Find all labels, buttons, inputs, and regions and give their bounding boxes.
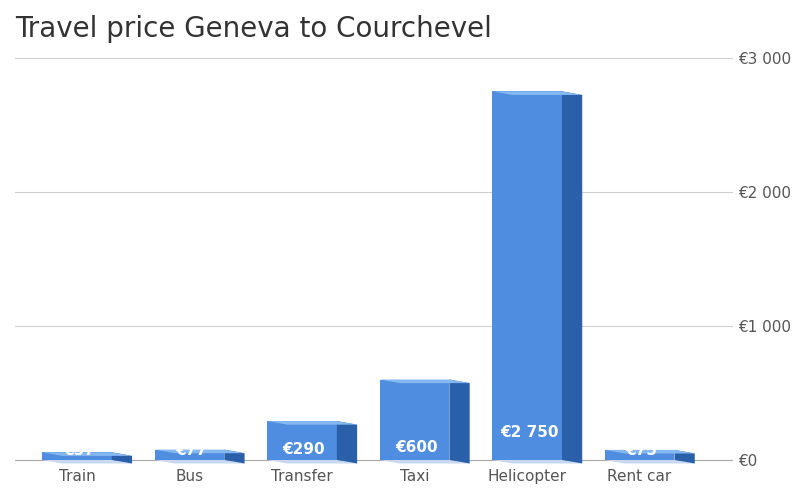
Text: €75: €75 <box>625 443 658 458</box>
Text: €2 750: €2 750 <box>500 425 559 440</box>
Text: Travel price Geneva to Courchevel: Travel price Geneva to Courchevel <box>15 15 492 43</box>
Polygon shape <box>380 380 470 383</box>
Polygon shape <box>450 380 470 464</box>
Text: €290: €290 <box>283 442 326 457</box>
Polygon shape <box>492 91 582 95</box>
Polygon shape <box>267 421 357 425</box>
Polygon shape <box>112 452 132 464</box>
Polygon shape <box>42 452 112 460</box>
Polygon shape <box>267 460 357 464</box>
Polygon shape <box>42 452 132 456</box>
Text: €600: €600 <box>395 440 438 455</box>
Polygon shape <box>155 450 224 460</box>
Polygon shape <box>492 460 582 464</box>
Polygon shape <box>604 450 675 460</box>
Polygon shape <box>337 421 357 464</box>
Polygon shape <box>155 460 244 464</box>
Polygon shape <box>380 460 470 464</box>
Polygon shape <box>267 421 337 460</box>
Text: €57: €57 <box>63 443 95 458</box>
Polygon shape <box>380 380 450 460</box>
Polygon shape <box>42 460 132 464</box>
Polygon shape <box>492 91 562 460</box>
Polygon shape <box>675 450 695 464</box>
Polygon shape <box>155 450 244 453</box>
Text: €77: €77 <box>176 443 207 458</box>
Polygon shape <box>604 450 695 454</box>
Polygon shape <box>604 460 695 464</box>
Polygon shape <box>224 450 244 464</box>
Polygon shape <box>562 91 582 464</box>
